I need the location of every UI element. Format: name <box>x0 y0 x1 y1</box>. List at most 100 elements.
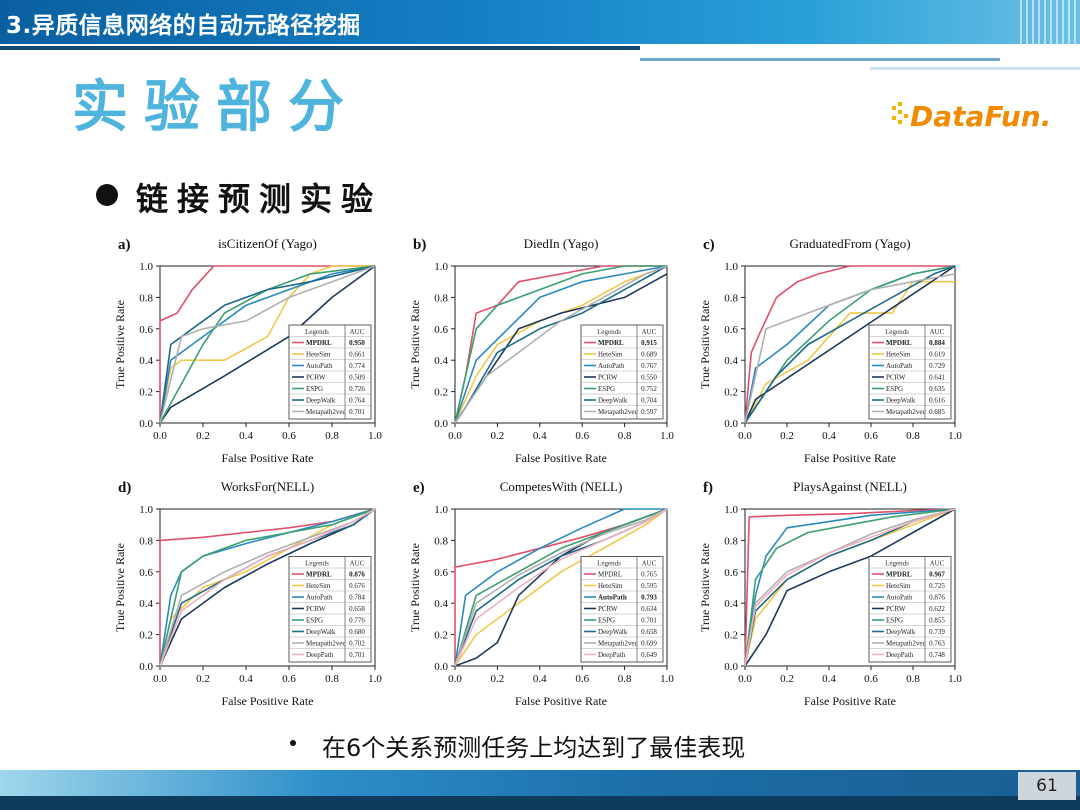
x-tick-label: 0.6 <box>282 430 296 442</box>
x-tick-label: 0.8 <box>325 430 339 442</box>
roc-chart-3: GraduatedFrom (Yago) c) 0.0 0.2 0.4 0.6 0.8 1.0… <box>698 236 962 465</box>
legend-auc: 0.689 <box>641 351 657 359</box>
legend-auc: 0.776 <box>349 617 365 625</box>
legend-auc: 0.635 <box>929 385 945 393</box>
legend-auc: 0.726 <box>349 385 365 393</box>
legend-entry: ESPG <box>306 617 323 625</box>
legend-entry: ESPG <box>886 385 903 393</box>
y-tick-label: 0.2 <box>434 387 448 399</box>
x-axis-label: False Positive Rate <box>515 694 607 708</box>
summary-dot <box>290 740 296 746</box>
legend-entry: AutoPath <box>886 362 913 370</box>
x-tick-label: 1.0 <box>660 673 674 685</box>
series-line-deepwalk <box>744 265 956 424</box>
legend-auc: 0.784 <box>349 594 365 602</box>
series-line-espg <box>159 508 376 667</box>
legend-entry: AutoPath <box>598 594 627 602</box>
chart-title: isCitizenOf (Yago) <box>218 236 317 251</box>
chart-label: d) <box>118 480 131 496</box>
header-rule-light <box>870 67 1080 70</box>
legend-auc: 0.676 <box>349 582 365 590</box>
roc-chart-1: isCitizenOf (Yago) a) 0.0 0.2 0.4 0.6 0.8 1.0 0.… <box>113 236 382 465</box>
chart-label: e) <box>413 480 425 496</box>
legend-entry: ESPG <box>598 385 615 393</box>
x-tick-label: 0.2 <box>780 430 794 442</box>
roc-chart-5: CompetesWith (NELL) e) 0.0 0.2 0.4 0.6 0.8 1.0 0… <box>408 479 674 708</box>
banner-stripes <box>1020 0 1080 44</box>
y-tick-label: 0.8 <box>724 292 738 304</box>
legend-auc: 0.550 <box>641 374 657 382</box>
y-axis-label: True Positive Rate <box>113 300 127 389</box>
legend-entry: MPDRL <box>886 339 912 347</box>
x-tick-label: 0.6 <box>575 430 589 442</box>
legend-auc: 0.701 <box>349 651 365 659</box>
series-line-mpdrl <box>159 265 375 423</box>
series-line-hetesim <box>454 508 668 667</box>
legend-header: AUC <box>350 328 365 336</box>
legend-auc: 0.509 <box>349 374 365 382</box>
y-tick-label: 0.8 <box>434 535 448 547</box>
legend-auc: 0.685 <box>929 408 945 416</box>
chart-title: PlaysAgainst (NELL) <box>793 479 907 494</box>
series-line-espg <box>454 265 667 424</box>
x-axis-label: False Positive Rate <box>515 451 607 465</box>
legend-entry: PCRW <box>306 605 326 613</box>
x-tick-label: 1.0 <box>948 673 962 685</box>
y-tick-label: 1.0 <box>434 261 448 273</box>
x-axis-label: False Positive Rate <box>222 451 314 465</box>
legend-entry: AutoPath <box>598 362 625 370</box>
x-tick-label: 0.8 <box>906 673 920 685</box>
roc-chart-2: DiedIn (Yago) b) 0.0 0.2 0.4 0.6 0.8 1.0 0.0 0.2 0… <box>408 236 674 465</box>
x-tick-label: 0.4 <box>533 430 547 442</box>
legend-entry: ESPG <box>598 617 615 625</box>
legend-entry: HeteSim <box>598 582 623 590</box>
legend-auc: 0.661 <box>349 351 365 359</box>
legend-auc: 0.876 <box>349 571 365 579</box>
series-line-metapath2vec <box>159 265 376 424</box>
x-tick-label: 1.0 <box>368 673 382 685</box>
header-rule-accent <box>640 58 1000 61</box>
legend-header: Legends <box>597 328 621 336</box>
legend-auc: 0.763 <box>929 640 945 648</box>
legend-entry: Metapath2vec <box>886 640 926 648</box>
legend-auc: 0.967 <box>929 571 945 579</box>
legend-auc: 0.622 <box>929 605 945 613</box>
x-tick-label: 0.0 <box>448 673 462 685</box>
x-tick-label: 0.8 <box>325 673 339 685</box>
y-tick-label: 0.4 <box>139 355 153 367</box>
legend-entry: PCRW <box>598 374 618 382</box>
legend-auc: 0.765 <box>641 571 657 579</box>
series-line-mpdrl <box>744 265 955 424</box>
x-axis-label: False Positive Rate <box>804 451 896 465</box>
y-tick-label: 0.0 <box>139 661 153 673</box>
legend-entry: PCRW <box>598 605 618 613</box>
x-tick-label: 0.6 <box>575 673 589 685</box>
roc-charts: isCitizenOf (Yago) a) 0.0 0.2 0.4 0.6 0.8 1.0 0.… <box>113 236 962 708</box>
series-line-autopath <box>159 265 376 424</box>
y-axis-label: True Positive Rate <box>698 300 712 389</box>
y-tick-label: 0.8 <box>139 292 153 304</box>
x-tick-label: 0.0 <box>153 430 167 442</box>
series-line-espg <box>744 508 956 667</box>
y-tick-label: 0.4 <box>434 355 448 367</box>
series-line-mpdrl <box>744 508 956 667</box>
legend-auc: 0.855 <box>929 617 945 625</box>
legend-auc: 0.658 <box>641 628 657 636</box>
legend-entry: Metapath2vec <box>306 408 346 416</box>
y-axis-label: True Positive Rate <box>698 543 712 632</box>
series-line-autopath <box>744 508 956 667</box>
legend-auc: 0.641 <box>929 374 945 382</box>
x-tick-label: 0.4 <box>822 673 836 685</box>
y-tick-label: 0.2 <box>434 630 448 642</box>
y-tick-label: 0.6 <box>724 567 738 579</box>
legend-header: Legends <box>305 560 329 568</box>
y-axis-label: True Positive Rate <box>408 300 422 389</box>
series-line-metapath2vec <box>744 273 956 424</box>
y-tick-label: 0.2 <box>724 630 738 642</box>
y-tick-label: 1.0 <box>139 504 153 516</box>
legend-entry: HeteSim <box>886 351 911 359</box>
legend-auc: 0.876 <box>929 594 945 602</box>
y-tick-label: 0.6 <box>724 324 738 336</box>
legend-entry: MPDRL <box>598 339 624 347</box>
legend-auc: 0.701 <box>641 617 657 625</box>
